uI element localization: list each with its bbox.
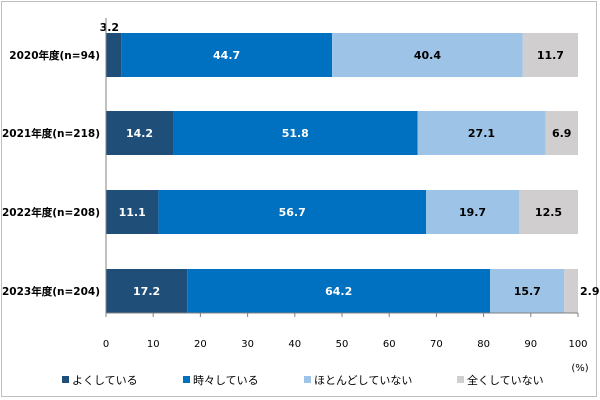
unit-label: (%) bbox=[571, 363, 588, 374]
data-label: 11.1 bbox=[119, 206, 146, 219]
category-label: 2022年度(n=208) bbox=[2, 206, 100, 219]
x-tick-label: 80 bbox=[477, 339, 490, 350]
bar-segment bbox=[106, 111, 174, 155]
bar-segment bbox=[426, 190, 519, 234]
legend-item-label: 時々している bbox=[193, 374, 259, 387]
x-tick-label: 50 bbox=[336, 339, 349, 350]
bar-segment bbox=[490, 269, 565, 313]
bar-segment bbox=[173, 111, 418, 155]
x-tick-label: 20 bbox=[194, 339, 207, 350]
data-label: 27.1 bbox=[468, 127, 495, 140]
data-label: 51.8 bbox=[282, 127, 309, 140]
legend-item-label: ほとんどしていない bbox=[314, 374, 412, 387]
bar-segment bbox=[545, 111, 578, 155]
bar-segment bbox=[106, 269, 188, 313]
x-tick-label: 70 bbox=[430, 339, 443, 350]
data-label: 40.4 bbox=[414, 49, 441, 62]
bar-segment bbox=[332, 33, 523, 77]
bar-segment bbox=[121, 33, 333, 77]
bars-group: 3.2 44.7 40.4 11.7 14.2 51.8 27.1 6.9 11.1 56.7 19… bbox=[100, 21, 600, 313]
bar-segment bbox=[158, 190, 427, 234]
data-label: 44.7 bbox=[213, 49, 240, 62]
legend: よくしている 時々している ほとんどしていない 全くしていない bbox=[62, 373, 544, 387]
legend-item-label: 全くしていない bbox=[467, 373, 544, 387]
legend-swatch bbox=[304, 376, 311, 383]
bar-segment bbox=[417, 111, 546, 155]
legend-item-label: よくしている bbox=[72, 374, 138, 387]
data-label: 11.7 bbox=[537, 49, 564, 62]
category-label: 2023年度(n=204) bbox=[2, 285, 100, 298]
bar-segment bbox=[106, 33, 122, 77]
legend-swatch bbox=[62, 376, 69, 383]
data-label: 64.2 bbox=[325, 285, 352, 298]
bar-segment bbox=[564, 269, 578, 313]
x-axis: 0 10 20 30 40 50 60 70 80 90 100 bbox=[103, 18, 588, 350]
legend-swatch bbox=[183, 376, 190, 383]
x-tick-label: 90 bbox=[524, 339, 537, 350]
x-tick-label: 10 bbox=[147, 339, 160, 350]
category-label: 2021年度(n=218) bbox=[2, 127, 100, 140]
data-label: 14.2 bbox=[126, 127, 153, 140]
legend-swatch bbox=[457, 376, 464, 383]
data-label: 6.9 bbox=[552, 127, 572, 140]
data-label: 12.5 bbox=[535, 206, 562, 219]
x-tick-label: 40 bbox=[288, 339, 301, 350]
x-tick-label: 0 bbox=[103, 339, 109, 350]
data-label: 56.7 bbox=[279, 206, 306, 219]
x-tick-label: 60 bbox=[383, 339, 396, 350]
x-tick-label: 30 bbox=[241, 339, 254, 350]
data-label: 19.7 bbox=[459, 206, 486, 219]
category-labels: 2020年度(n=94) 2021年度(n=218) 2022年度(n=208) 20… bbox=[2, 49, 100, 298]
data-label: 15.7 bbox=[514, 285, 541, 298]
bar-segment bbox=[519, 190, 578, 234]
bar-segment bbox=[522, 33, 578, 77]
category-label: 2020年度(n=94) bbox=[9, 49, 100, 62]
data-label: 2.9 bbox=[580, 285, 600, 298]
bar-segment bbox=[187, 269, 491, 313]
data-label: 17.2 bbox=[133, 285, 160, 298]
bar-segment bbox=[106, 190, 159, 234]
x-tick-label: 100 bbox=[568, 339, 587, 350]
data-label: 3.2 bbox=[100, 21, 120, 34]
